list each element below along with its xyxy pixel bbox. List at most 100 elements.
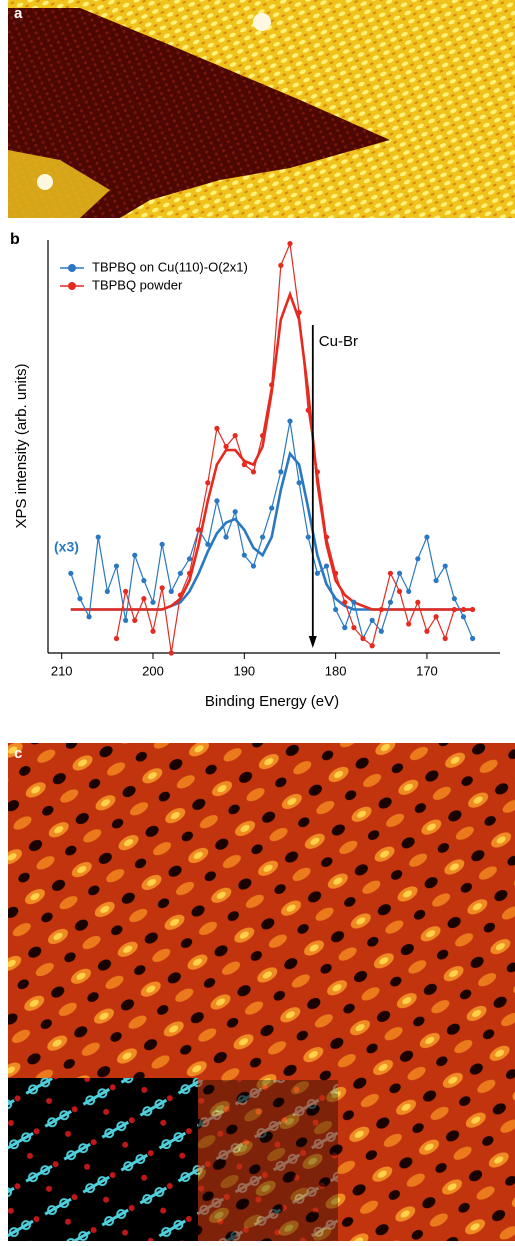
data-point [333, 570, 339, 576]
data-point [369, 617, 375, 623]
data-point [442, 563, 448, 569]
model-overlay [198, 1080, 338, 1241]
data-point [470, 635, 476, 642]
data-point [406, 588, 412, 595]
arrow-head [308, 636, 317, 648]
panel-label: c [14, 745, 22, 762]
data-point [269, 505, 275, 511]
data-point [214, 498, 220, 504]
data-point [424, 628, 430, 634]
model-inset [8, 1078, 198, 1241]
data-point [470, 606, 476, 613]
data-point [278, 469, 284, 475]
data-point [168, 588, 174, 595]
data-point [451, 596, 457, 602]
data-line [115, 241, 473, 654]
data-point [323, 563, 330, 569]
data-point [351, 625, 357, 631]
data-point [378, 606, 384, 613]
data-point [104, 588, 110, 595]
data-point [406, 621, 412, 627]
data-point [387, 570, 394, 576]
data-point [451, 606, 457, 613]
data-point [214, 425, 220, 431]
data-point [241, 462, 247, 468]
data-point [396, 570, 403, 576]
fit-line [70, 290, 473, 611]
data-point [314, 570, 320, 576]
data-point [141, 577, 147, 584]
legend-marker [68, 282, 76, 290]
data-point [378, 628, 384, 634]
panel-label: b [10, 231, 20, 248]
data-point [196, 527, 202, 533]
data-point [232, 433, 238, 439]
data-point [433, 614, 439, 620]
data-point [269, 382, 275, 388]
data-point [342, 599, 348, 605]
data-point [150, 628, 156, 634]
x-tick-label: 170 [416, 663, 438, 678]
data-point [123, 617, 129, 623]
data-point [250, 563, 257, 569]
data-point [186, 570, 193, 576]
legend-label: TBPBQ powder [92, 277, 183, 292]
data-point [150, 599, 156, 605]
data-point [250, 469, 257, 475]
data-point [305, 534, 311, 540]
x-tick-label: 190 [233, 663, 255, 678]
x-tick-label: 210 [51, 663, 73, 678]
data-point [396, 588, 403, 595]
data-point [95, 534, 101, 540]
data-point [442, 635, 448, 642]
data-point [460, 614, 467, 620]
legend-marker [68, 264, 76, 272]
plot: 210 200 190 180 170 TBPBQ on Cu(110)-O(2x1) TB… [51, 241, 476, 678]
adatom [253, 13, 271, 31]
data-point [177, 592, 184, 598]
legend-label: TBPBQ on Cu(110)-O(2x1) [92, 259, 248, 274]
data-point [68, 570, 74, 576]
data-point [342, 625, 348, 631]
data-point [232, 509, 238, 515]
data-point [433, 577, 439, 584]
data-point [305, 407, 311, 413]
data-point [314, 469, 320, 475]
data-point [113, 635, 120, 642]
data-point [168, 650, 174, 656]
data-point [287, 241, 293, 247]
data-point [186, 556, 193, 562]
data-point [259, 433, 266, 439]
data-point [259, 534, 266, 540]
data-point [296, 309, 302, 316]
panel-label: a [14, 5, 23, 22]
data-point [287, 418, 293, 424]
data-point [415, 599, 421, 605]
x-tick-label: 200 [142, 663, 164, 678]
data-point [141, 596, 147, 602]
x-tick-label: 180 [325, 663, 347, 678]
fit-line [70, 450, 473, 611]
data-point [323, 534, 330, 540]
data-point [296, 480, 302, 486]
bright-region [8, 150, 110, 218]
data-point [424, 534, 430, 540]
data-point [159, 541, 165, 547]
data-point [123, 588, 129, 595]
dark-region [8, 8, 390, 218]
data-point [77, 596, 83, 602]
data-point [159, 585, 165, 591]
data-point [351, 599, 357, 605]
data-point [177, 570, 184, 576]
data-line [70, 420, 474, 641]
adatom [37, 174, 53, 190]
data-point [241, 552, 247, 558]
data-point [113, 563, 120, 569]
y-axis-label: XPS intensity (arb. units) [13, 363, 30, 528]
data-point [369, 643, 375, 649]
data-point [278, 262, 284, 268]
data-point [415, 556, 421, 562]
data-point [132, 617, 138, 623]
data-point [205, 480, 211, 486]
